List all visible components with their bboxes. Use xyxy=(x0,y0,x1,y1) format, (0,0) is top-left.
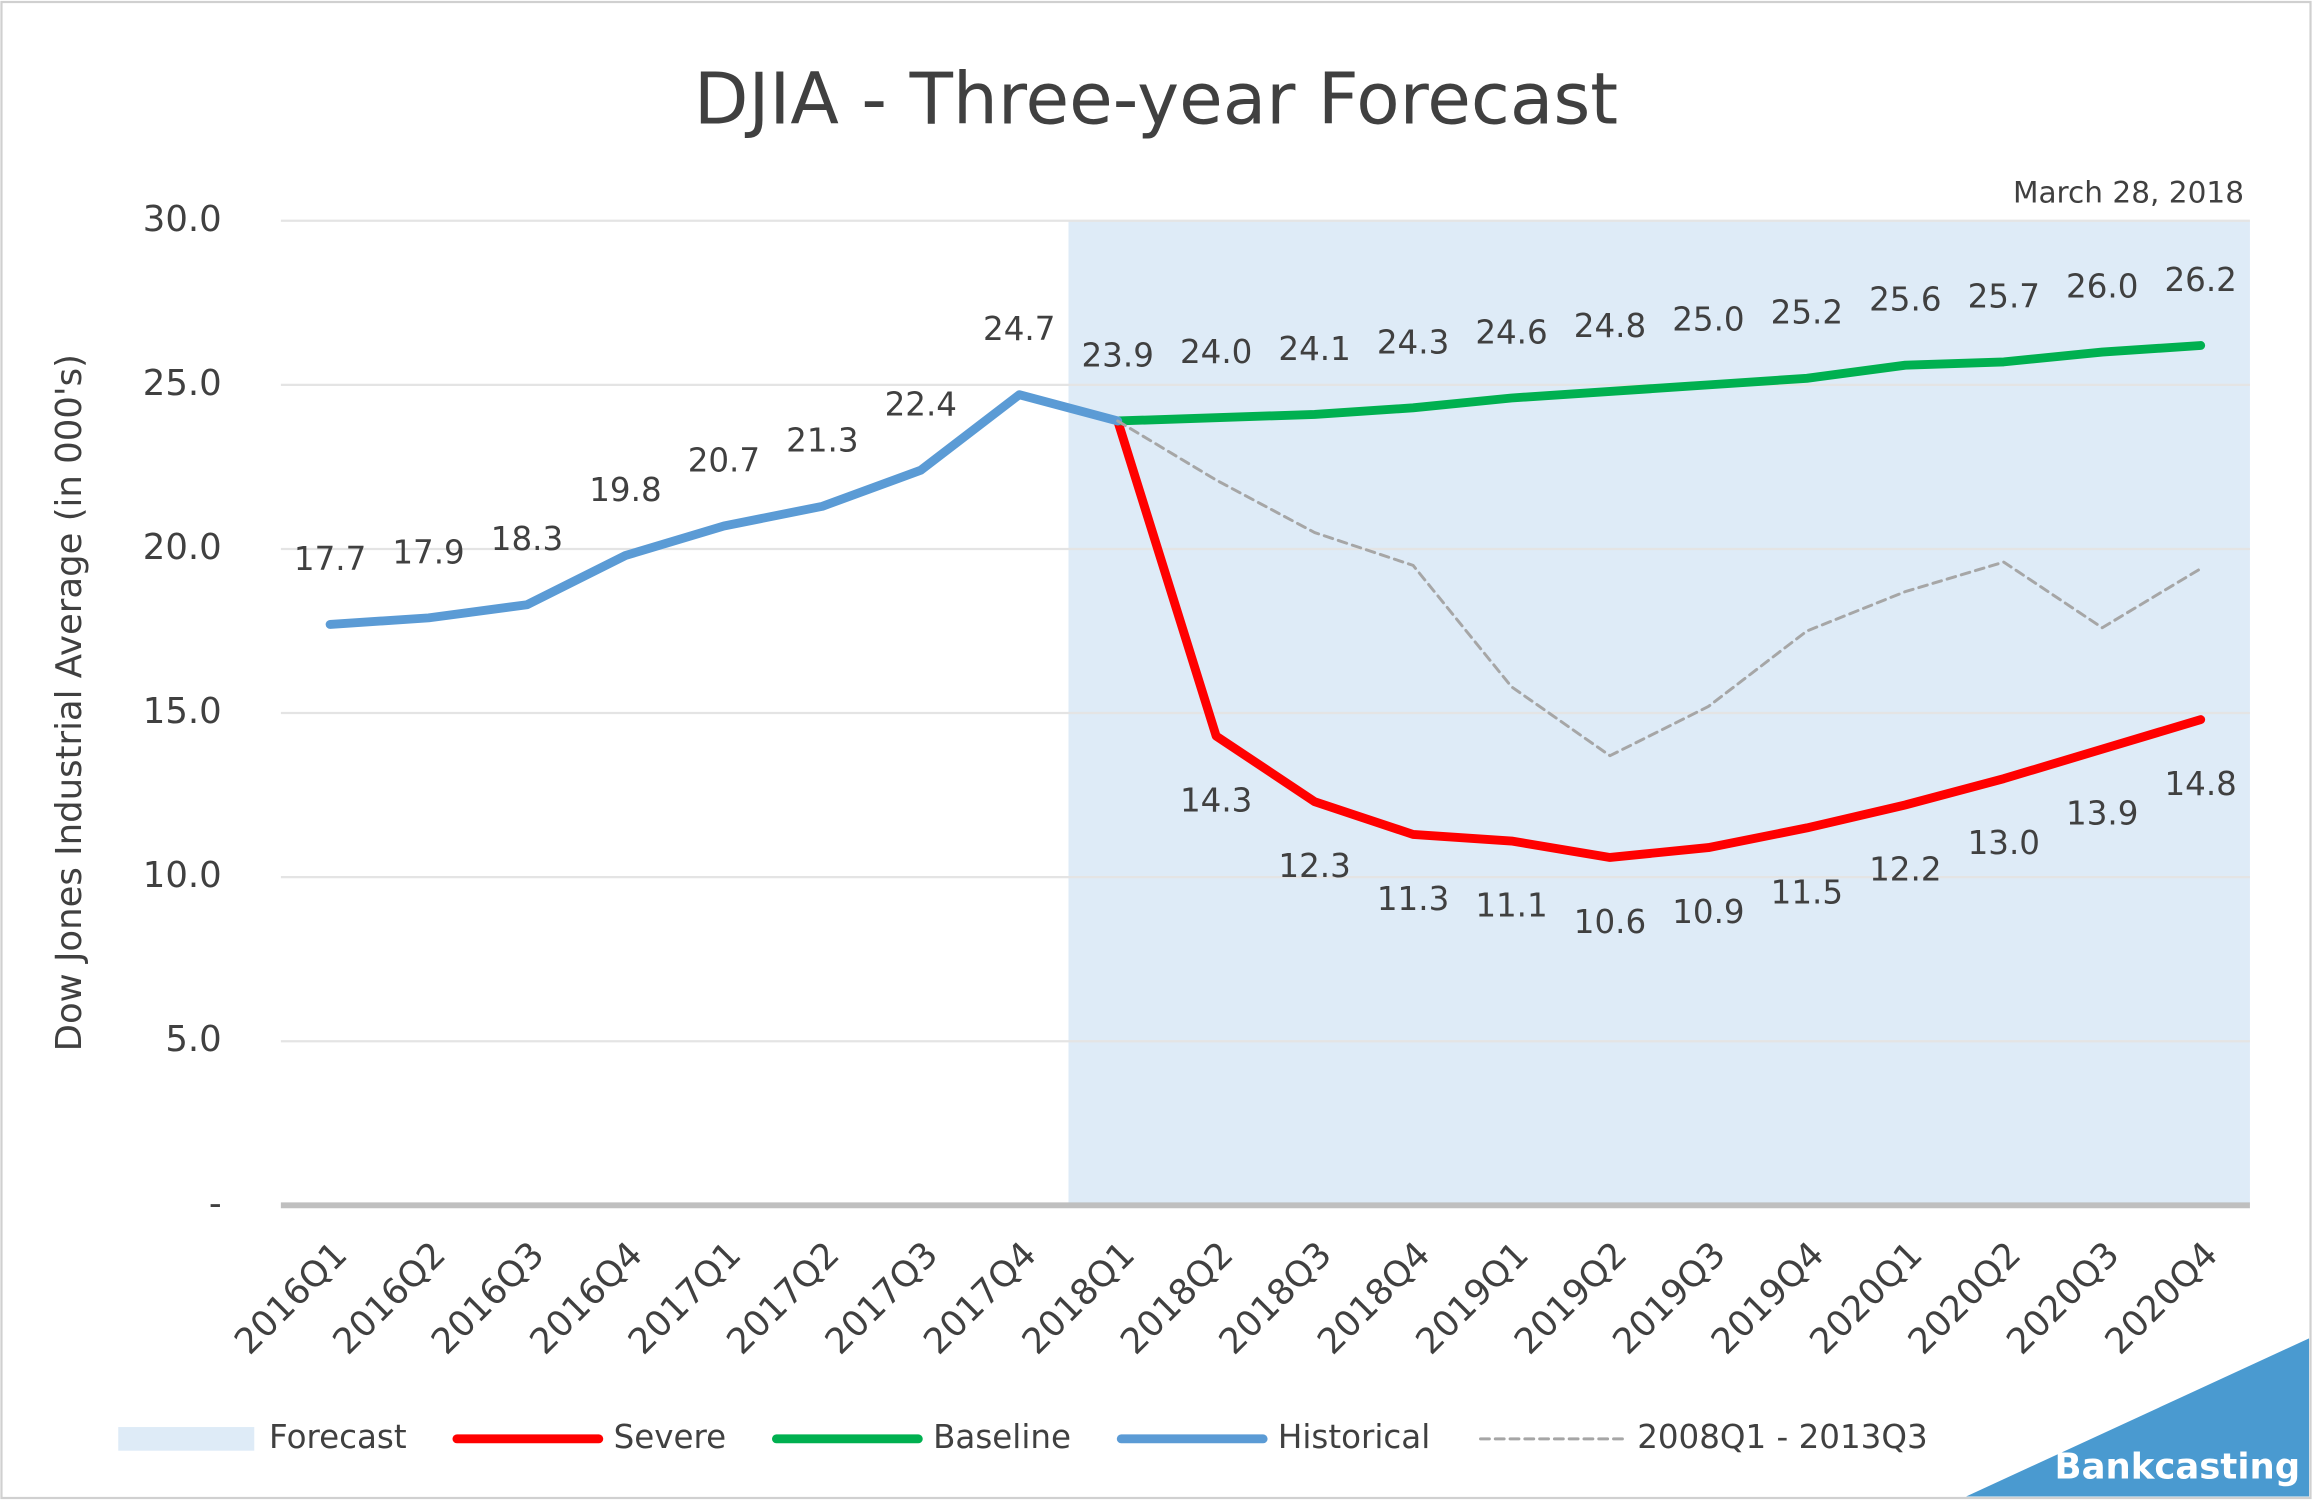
data-label: 12.2 xyxy=(1869,850,1941,888)
y-tick-label: 20.0 xyxy=(143,527,222,568)
y-tick-label: 25.0 xyxy=(143,363,222,404)
legend-label: Historical xyxy=(1278,1418,1430,1456)
data-label: 17.9 xyxy=(392,533,464,571)
data-label: 22.4 xyxy=(885,386,957,424)
data-label: 25.6 xyxy=(1869,281,1941,319)
y-tick-label: 10.0 xyxy=(143,855,222,896)
y-tick-label: 30.0 xyxy=(143,199,222,240)
data-label: 11.3 xyxy=(1377,880,1449,918)
data-label: 13.9 xyxy=(2066,795,2138,833)
series-line xyxy=(1113,416,2206,862)
data-label: 24.0 xyxy=(1180,333,1252,371)
chart-title: DJIA - Three-year Forecast xyxy=(694,58,1618,141)
data-label: 17.7 xyxy=(294,540,366,578)
y-tick-label: 5.0 xyxy=(165,1019,221,1060)
data-label: 18.3 xyxy=(491,520,563,558)
data-label: 24.6 xyxy=(1475,313,1547,351)
data-label: 20.7 xyxy=(688,441,760,479)
data-label: 26.0 xyxy=(2066,267,2138,305)
data-label: 25.0 xyxy=(1672,300,1744,338)
data-label: 26.2 xyxy=(2164,261,2236,299)
data-label: 14.3 xyxy=(1180,782,1252,820)
series-line xyxy=(1116,419,2203,758)
brand-label: Bankcasting xyxy=(2055,1446,2301,1487)
data-label: 25.7 xyxy=(1968,277,2040,315)
data-label: 14.8 xyxy=(2164,765,2236,803)
data-label: 24.1 xyxy=(1278,330,1350,368)
data-label: 25.2 xyxy=(1771,294,1843,332)
legend-swatch xyxy=(118,1427,255,1451)
data-label: 24.3 xyxy=(1377,323,1449,361)
data-label: 19.8 xyxy=(589,471,661,509)
data-label: 21.3 xyxy=(786,422,858,460)
annotation: March 28, 2018 xyxy=(2013,176,2244,210)
y-axis-label: Dow Jones Industrial Average (in 000's) xyxy=(49,354,90,1051)
data-label: 13.0 xyxy=(1968,824,2040,862)
data-label: 24.8 xyxy=(1574,307,1646,345)
series-line xyxy=(325,390,1123,629)
data-label: 24.7 xyxy=(983,310,1055,348)
series-line xyxy=(1113,341,2206,426)
y-tick-label: - xyxy=(209,1183,222,1224)
data-label: 10.9 xyxy=(1672,893,1744,931)
data-label: 23.9 xyxy=(1082,336,1154,374)
legend-label: Forecast xyxy=(269,1418,407,1456)
y-tick-label: 15.0 xyxy=(143,691,222,732)
legend-label: Baseline xyxy=(933,1418,1071,1456)
legend-label: 2008Q1 - 2013Q3 xyxy=(1637,1418,1927,1456)
data-label: 11.1 xyxy=(1475,887,1547,925)
data-label: 10.6 xyxy=(1574,903,1646,941)
data-label: 11.5 xyxy=(1771,873,1843,911)
data-label: 12.3 xyxy=(1278,847,1350,885)
legend-label: Severe xyxy=(614,1418,727,1456)
